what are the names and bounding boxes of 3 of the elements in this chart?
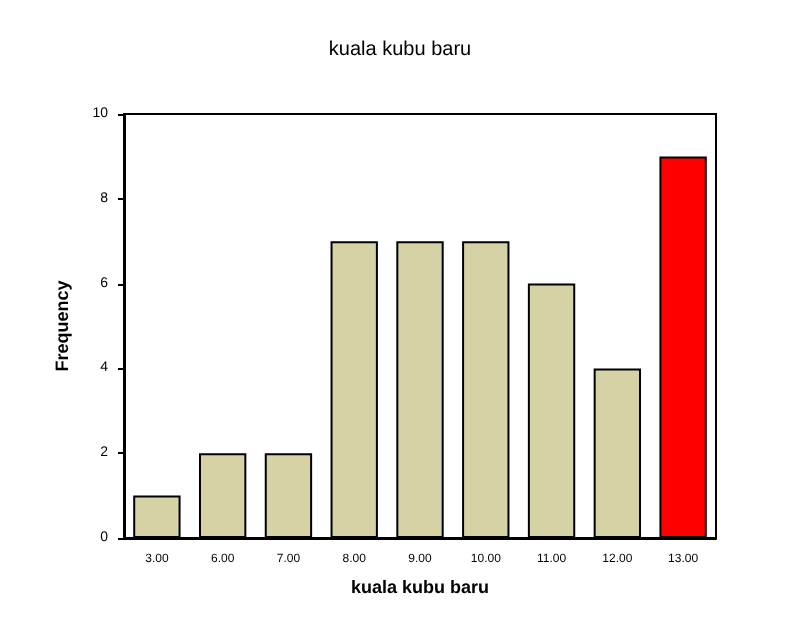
x-axis-title: kuala kubu baru <box>350 577 490 597</box>
y-axis-title: Frequency <box>51 280 72 372</box>
chart-title: kuala kubu baru <box>328 39 472 61</box>
